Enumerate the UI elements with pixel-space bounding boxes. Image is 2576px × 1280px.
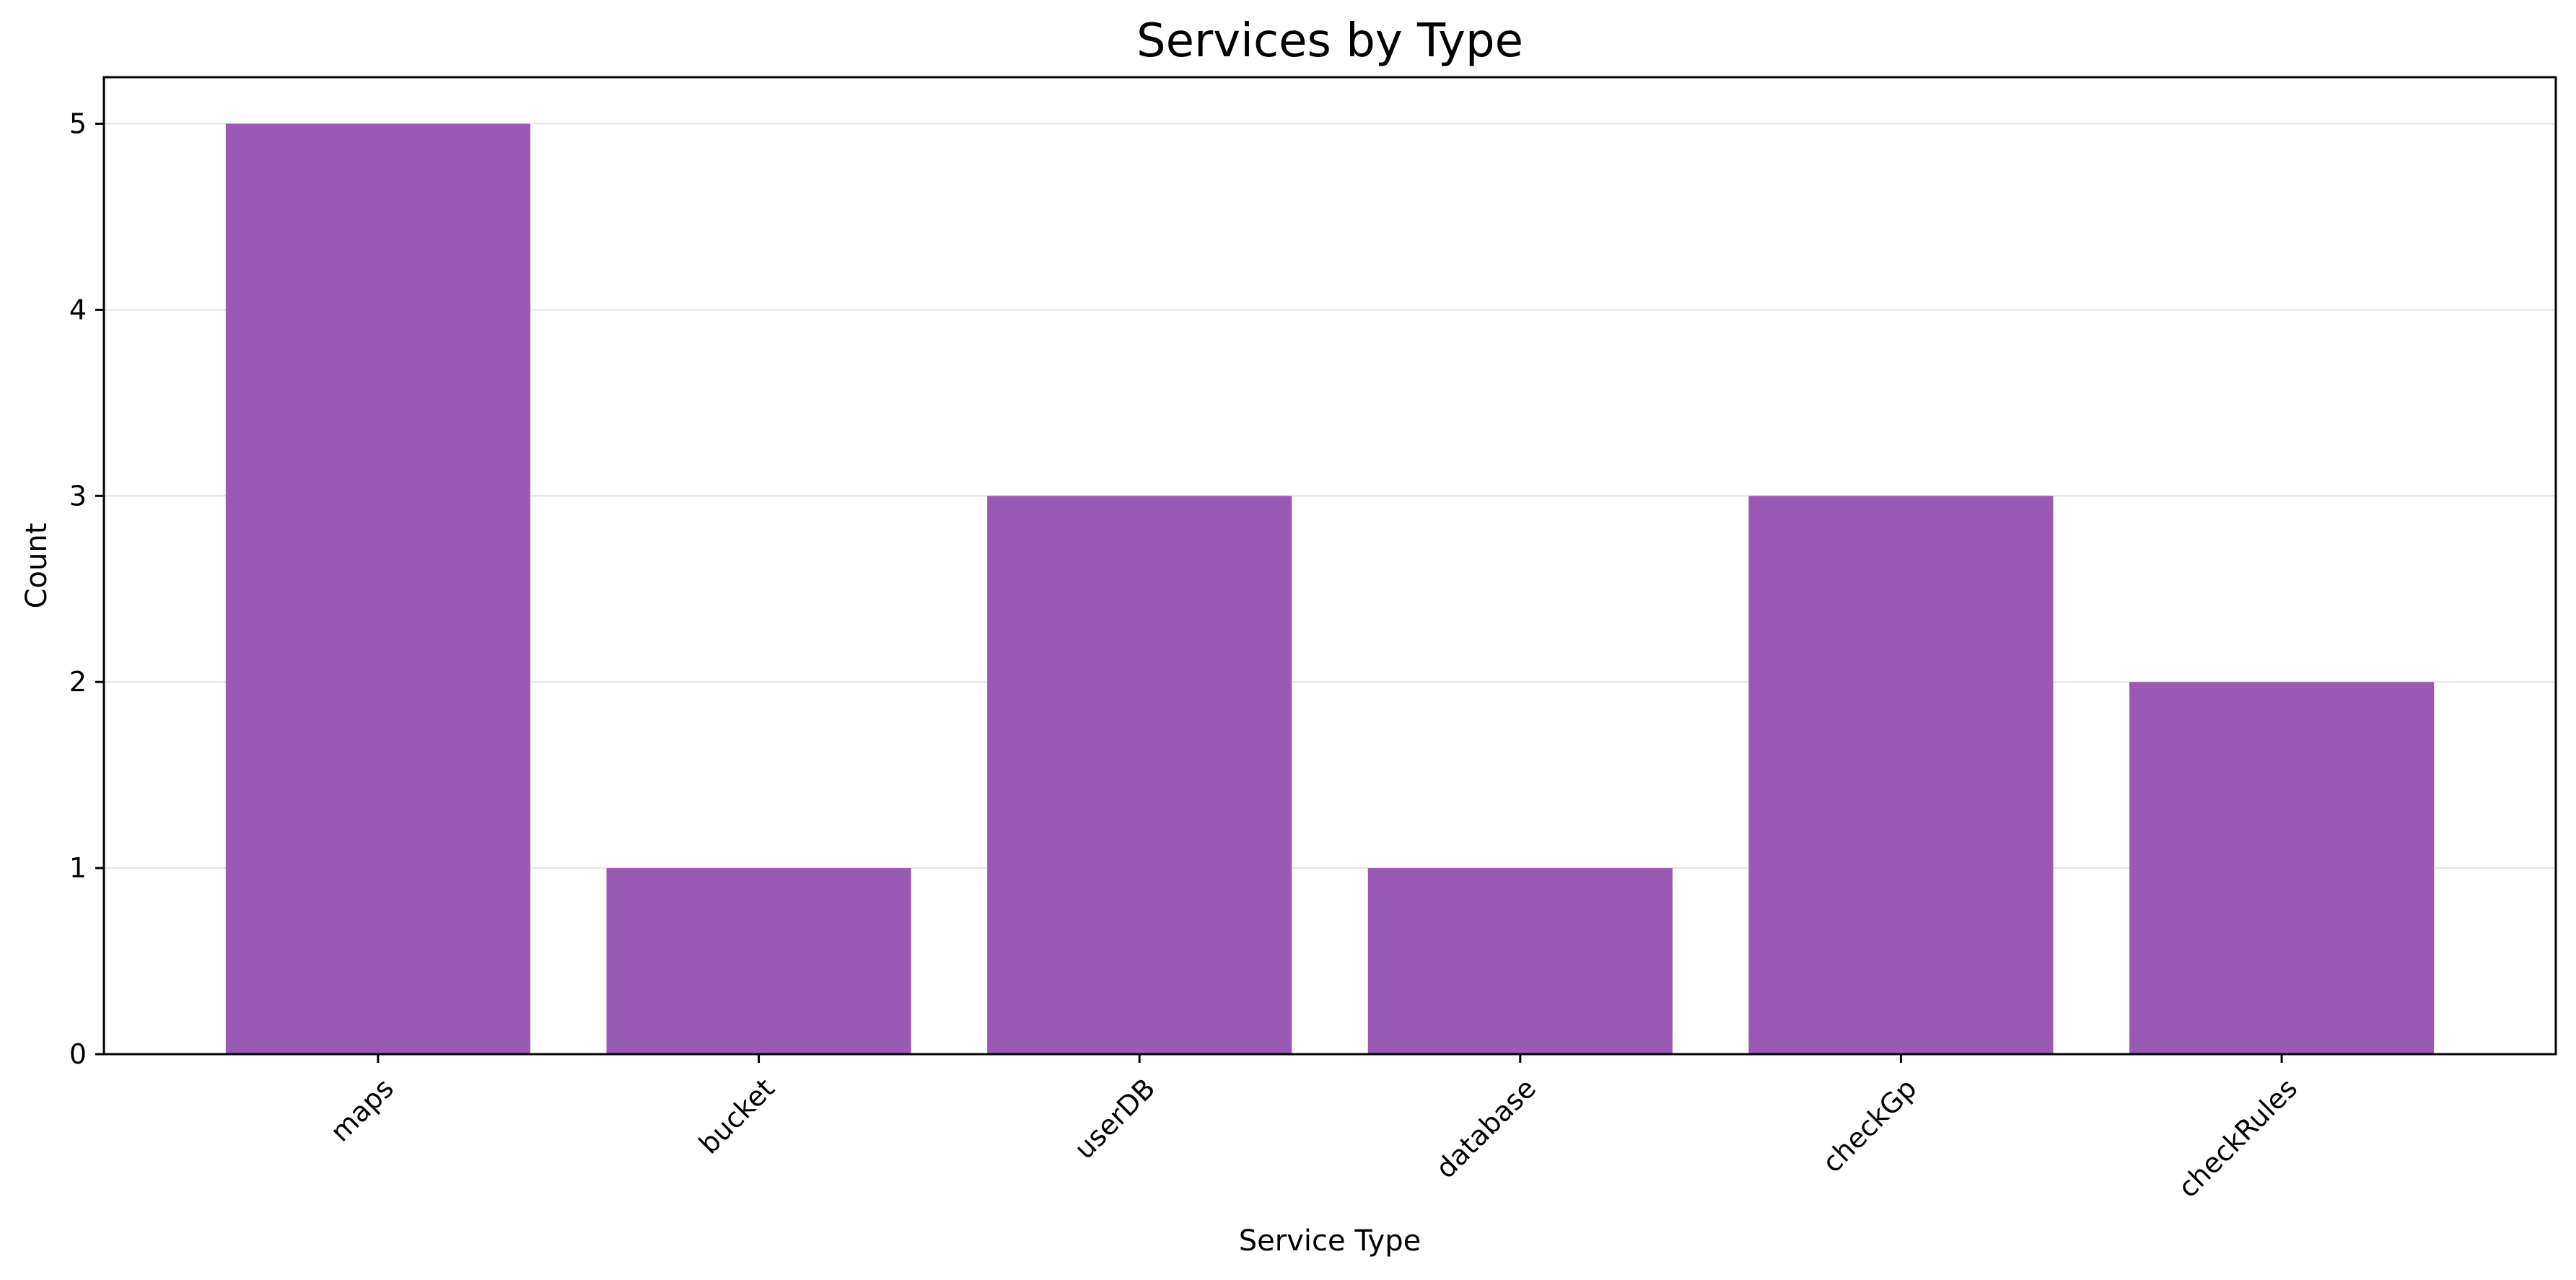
x-tick-label: maps: [324, 1072, 400, 1148]
y-axis-ticks: 0 1 2 3 4 5: [69, 108, 104, 1070]
x-axis-label: Service Type: [1239, 1224, 1421, 1258]
y-tick-label: 1: [69, 852, 87, 884]
y-tick-label: 5: [69, 108, 87, 139]
bars: [225, 123, 2435, 1054]
y-axis-label: Count: [20, 523, 53, 609]
chart-title: Services by Type: [1136, 14, 1523, 68]
bar-checkRules: [2129, 682, 2435, 1054]
bar-database: [1367, 868, 1673, 1054]
y-tick-label: 3: [69, 480, 87, 512]
bar-checkGp: [1748, 496, 2054, 1054]
x-tick-label: checkRules: [2172, 1072, 2303, 1204]
x-tick-label: bucket: [693, 1072, 781, 1160]
x-tick-label: userDB: [1068, 1072, 1161, 1165]
x-tick-label: checkGp: [1816, 1072, 1923, 1179]
x-tick-label: database: [1429, 1072, 1542, 1185]
y-tick-label: 2: [69, 666, 87, 698]
y-tick-label: 0: [69, 1038, 87, 1070]
x-axis-ticks: maps bucket userDB database checkGp checkRule…: [324, 1054, 2303, 1204]
bar-bucket: [606, 868, 911, 1054]
bar-userDB: [987, 496, 1292, 1054]
plot-frame: [102, 76, 2557, 1056]
bar-maps: [225, 123, 530, 1054]
y-tick-label: 4: [69, 294, 87, 325]
